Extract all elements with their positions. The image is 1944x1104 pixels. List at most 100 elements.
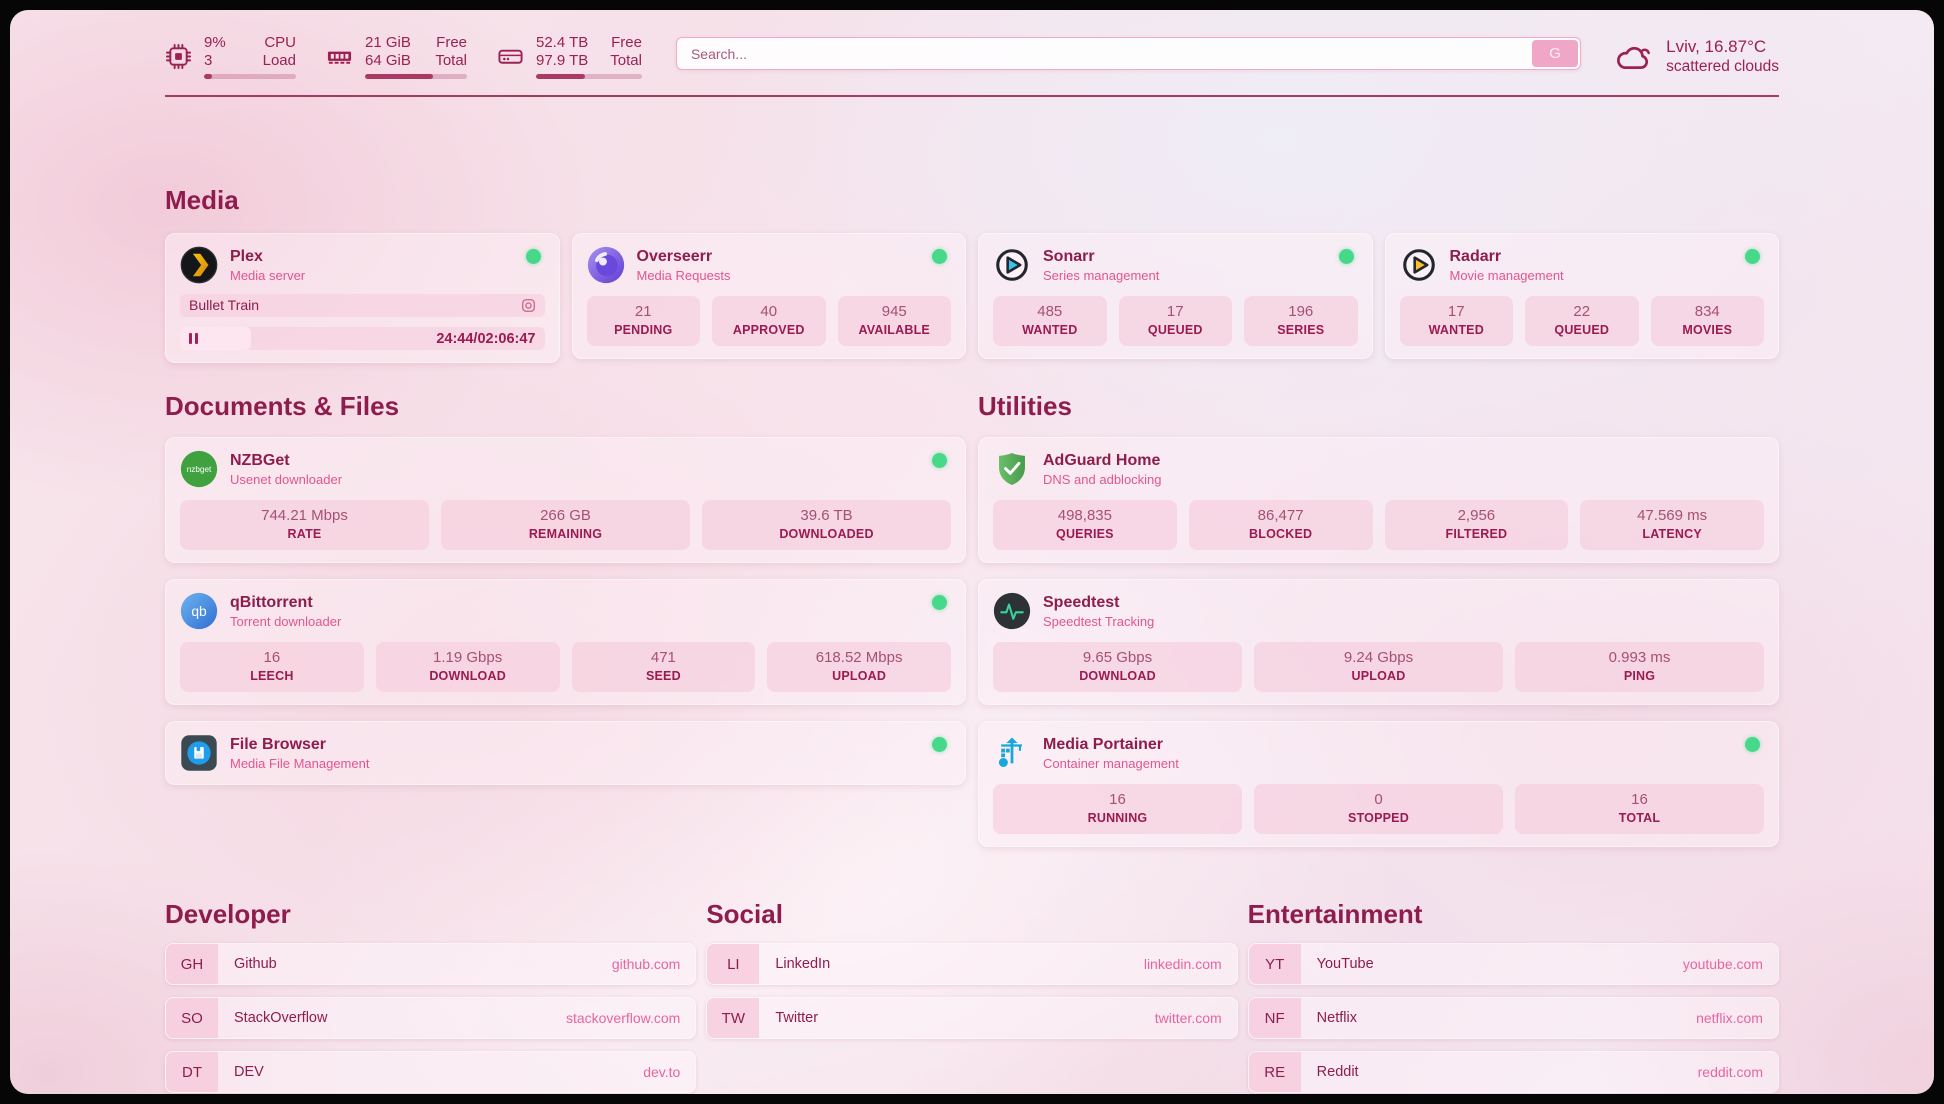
service-name[interactable]: AdGuard Home <box>1043 451 1161 469</box>
stat-latency: 47.569 ms LATENCY <box>1580 500 1764 550</box>
stat-wanted: 485 WANTED <box>993 296 1107 346</box>
disk-total-label: Total <box>610 52 642 69</box>
stat-queued: 22 QUEUED <box>1525 296 1639 346</box>
speedtest-icon <box>993 592 1031 630</box>
service-description: DNS and adblocking <box>1043 471 1162 487</box>
disk-free-value: 52.4 TB <box>536 34 589 51</box>
bookmark-url: stackoverflow.com <box>565 1010 681 1026</box>
bookmark-name: Netflix <box>1316 1010 1357 1026</box>
social-bookmark-group: Social LI LinkedIn linkedin.com TW Twitt… <box>706 897 1238 1039</box>
bookmark-github[interactable]: GH Github github.com <box>165 943 697 985</box>
disk-progress-fill <box>536 74 585 79</box>
stat-ping: 0.993 ms PING <box>1515 642 1764 692</box>
speedtest-card[interactable]: Speedtest Speedtest Tracking 9.65 Gbps DO… <box>978 579 1779 705</box>
stat-total: 16 TOTAL <box>1515 784 1764 834</box>
stat-approved: 40 APPROVED <box>712 296 826 346</box>
qbittorrent-icon: qb <box>180 592 218 630</box>
stat-pending: 21 PENDING <box>586 296 700 346</box>
service-name[interactable]: Speedtest <box>1043 593 1120 611</box>
stat-series: 196 SERIES <box>1244 296 1358 346</box>
google-search-button[interactable]: G <box>1532 40 1579 67</box>
bookmark-name: LinkedIn <box>775 956 831 972</box>
status-online-dot <box>1338 249 1354 264</box>
weather-condition: scattered clouds <box>1666 58 1779 75</box>
disk-icon <box>498 49 523 64</box>
pause-icon[interactable] <box>189 333 198 344</box>
service-name[interactable]: Radarr <box>1449 247 1502 265</box>
service-name[interactable]: qBittorrent <box>230 593 313 611</box>
search-input[interactable] <box>675 37 1582 70</box>
playback-progress-fill <box>180 327 252 350</box>
bookmark-abbr: YT <box>1248 944 1301 984</box>
now-playing-progress-row[interactable]: 24:44/02:06:47 <box>180 327 545 350</box>
stat-leech: 16 LEECH <box>180 642 364 692</box>
bookmark-dev[interactable]: DT DEV dev.to <box>165 1051 697 1093</box>
memory-total-value: 64 GiB <box>365 52 411 69</box>
media-section-title: Media <box>165 185 239 215</box>
dashboard-frame: 9% CPU 3 Load 21 GiB Free 64 GiB Total <box>10 10 1934 1094</box>
status-online-dot <box>932 453 947 468</box>
status-online-dot <box>932 737 947 752</box>
bookmarks-section: Developer GH Github github.com SO StackO… <box>165 897 1779 1093</box>
plex-card[interactable]: Plex Media server Bullet Train 24:44/02: <box>165 233 560 363</box>
service-name[interactable]: NZBGet <box>230 451 290 469</box>
sonarr-icon <box>993 246 1031 284</box>
bookmark-abbr: DT <box>166 1052 218 1092</box>
bookmark-name: Twitter <box>775 1010 819 1026</box>
adguard-card[interactable]: AdGuard Home DNS and adblocking 498,835 Q… <box>978 437 1779 563</box>
service-name[interactable]: Media Portainer <box>1043 735 1164 753</box>
sonarr-card[interactable]: Sonarr Series management 485 WANTED 17 QUE… <box>978 233 1373 359</box>
bookmark-abbr: TW <box>707 998 760 1038</box>
service-name[interactable]: Sonarr <box>1043 247 1095 265</box>
stat-blocked: 86,477 BLOCKED <box>1188 500 1373 550</box>
cpu-usage-value: 9% <box>204 34 226 51</box>
memory-progress-fill <box>365 74 434 79</box>
disk-progressbar <box>536 74 642 79</box>
media-cards: Plex Media server Bullet Train 24:44/02: <box>165 233 1779 363</box>
stat-upload: 9.24 Gbps UPLOAD <box>1254 642 1503 692</box>
service-description: Torrent downloader <box>230 613 342 629</box>
svg-text:qb: qb <box>191 603 207 619</box>
cpu-usage-label: CPU <box>264 34 296 51</box>
bookmark-youtube[interactable]: YT YouTube youtube.com <box>1247 943 1779 985</box>
disk-resource-widget: 52.4 TB Free 97.9 TB Total <box>497 34 642 79</box>
nzbget-icon: nzbget <box>180 450 218 488</box>
now-playing-title: Bullet Train <box>189 297 260 313</box>
now-playing-title-row: Bullet Train <box>180 294 545 317</box>
bookmark-name: Reddit <box>1316 1064 1359 1080</box>
qbittorrent-card[interactable]: qb qBittorrent Torrent downloader 16 LEEC… <box>165 579 966 705</box>
service-description: Series management <box>1043 267 1160 283</box>
portainer-card[interactable]: Media Portainer Container management 16 R… <box>978 721 1779 847</box>
bookmark-netflix[interactable]: NF Netflix netflix.com <box>1247 997 1779 1039</box>
nzbget-card[interactable]: nzbget NZBGet Usenet downloader 744.21 M… <box>165 437 966 563</box>
service-description: Speedtest Tracking <box>1043 613 1155 629</box>
filebrowser-card[interactable]: File Browser Media File Management <box>165 721 966 785</box>
overseerr-card[interactable]: Overseerr Media Requests 21 PENDING 40 APP… <box>571 233 966 359</box>
stat-downloaded: 39.6 TB DOWNLOADED <box>702 500 951 550</box>
service-name[interactable]: File Browser <box>230 735 327 753</box>
search-container: G <box>675 37 1582 70</box>
cpu-progressbar <box>204 74 296 79</box>
utilities-section: Utilities AdGuard Home DNS and adblockin… <box>978 389 1779 847</box>
service-description: Media File Management <box>230 755 370 771</box>
stat-seed: 471 SEED <box>571 642 756 692</box>
bookmark-abbr: SO <box>166 998 218 1038</box>
weather-widget[interactable]: Lviv, 16.87°C scattered clouds <box>1615 36 1779 77</box>
bookmark-url: github.com <box>611 956 681 972</box>
memory-progressbar <box>365 74 467 79</box>
overseerr-icon <box>587 246 625 284</box>
bookmark-reddit[interactable]: RE Reddit reddit.com <box>1247 1051 1779 1093</box>
service-name[interactable]: Plex <box>230 247 263 265</box>
cpu-resource-widget: 9% CPU 3 Load <box>165 34 296 79</box>
bookmark-url: twitter.com <box>1154 1010 1222 1026</box>
stat-rate: 744.21 Mbps RATE <box>180 500 429 550</box>
bookmark-linkedin[interactable]: LI LinkedIn linkedin.com <box>706 943 1238 985</box>
cpu-progress-fill <box>204 74 213 79</box>
bookmark-stackoverflow[interactable]: SO StackOverflow stackoverflow.com <box>165 997 697 1039</box>
bookmark-twitter[interactable]: TW Twitter twitter.com <box>706 997 1238 1039</box>
cpu-load-value: 3 <box>204 52 213 69</box>
radarr-card[interactable]: Radarr Movie management 17 WANTED 22 QUEUE… <box>1384 233 1779 359</box>
bookmark-name: StackOverflow <box>234 1010 328 1026</box>
header-divider <box>165 95 1779 97</box>
service-name[interactable]: Overseerr <box>636 247 713 265</box>
